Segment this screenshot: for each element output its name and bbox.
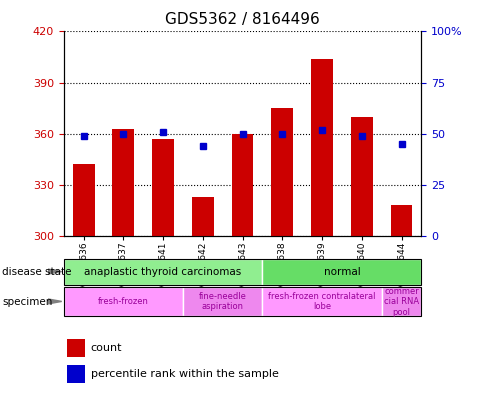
Text: anaplastic thyroid carcinomas: anaplastic thyroid carcinomas (84, 267, 242, 277)
Bar (183, 287, 263, 316)
Bar (192, 196, 214, 236)
Text: fresh-frozen: fresh-frozen (98, 297, 149, 306)
Bar (391, 205, 413, 236)
Bar (263, 259, 421, 285)
Bar (232, 134, 253, 236)
Bar (271, 108, 293, 236)
Bar (73, 164, 95, 236)
Text: normal: normal (323, 267, 360, 277)
Text: count: count (91, 343, 122, 353)
Bar (67, 339, 85, 357)
Bar (64, 287, 183, 316)
Bar (351, 117, 373, 236)
Bar (112, 129, 134, 236)
Polygon shape (48, 269, 62, 274)
Polygon shape (48, 299, 62, 304)
Bar (67, 365, 85, 383)
Bar (263, 287, 382, 316)
Text: percentile rank within the sample: percentile rank within the sample (91, 369, 278, 378)
Text: specimen: specimen (2, 297, 53, 307)
Text: disease state: disease state (2, 267, 72, 277)
Title: GDS5362 / 8164496: GDS5362 / 8164496 (165, 13, 320, 28)
Bar (152, 139, 174, 236)
Bar (64, 259, 263, 285)
Bar (311, 59, 333, 236)
Bar (382, 287, 421, 316)
Text: fine-needle
aspiration: fine-needle aspiration (199, 292, 246, 311)
Text: fresh-frozen contralateral
lobe: fresh-frozen contralateral lobe (269, 292, 376, 311)
Text: commer
cial RNA
pool: commer cial RNA pool (384, 287, 419, 316)
